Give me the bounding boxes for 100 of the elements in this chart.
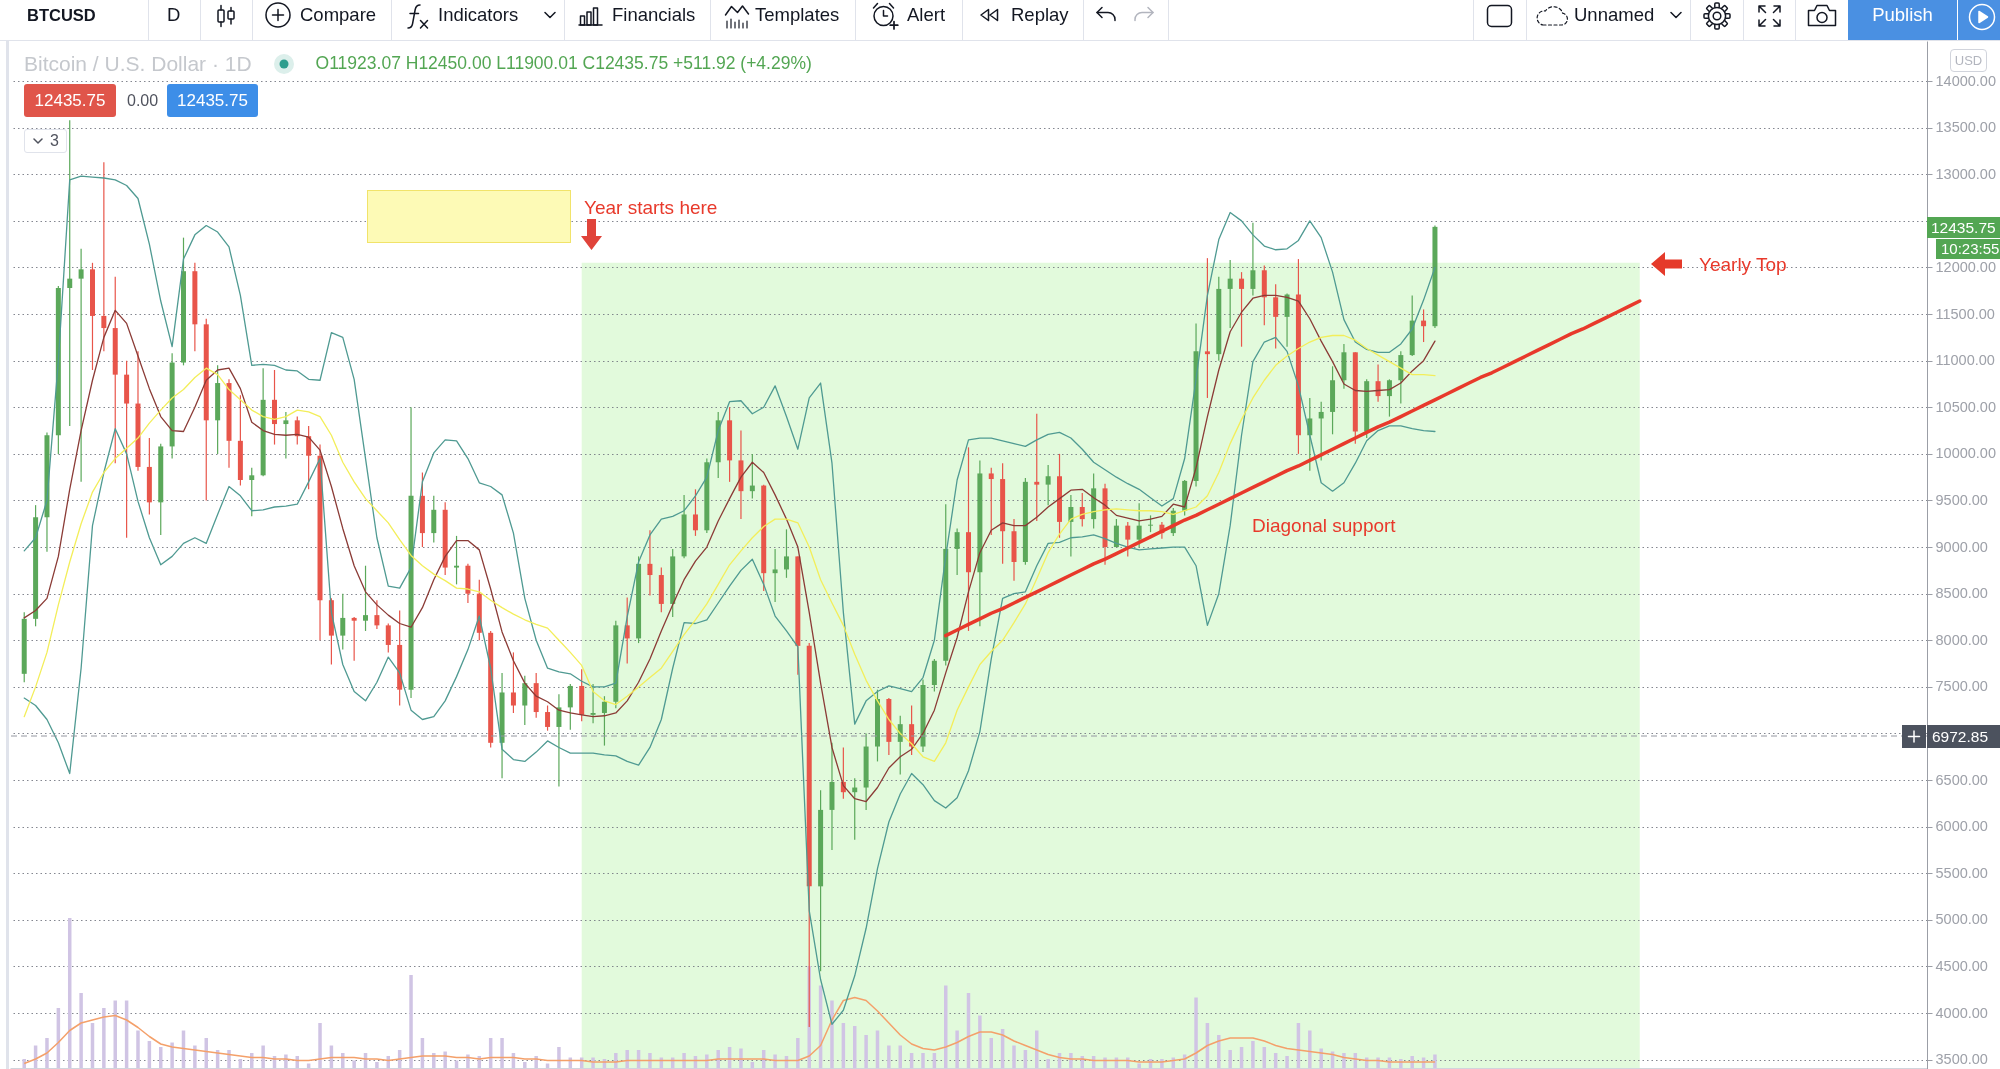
text: USD — [1950, 49, 1987, 72]
candlestick — [283, 411, 289, 460]
candlestick — [101, 161, 107, 352]
bar — [261, 1045, 265, 1068]
bar — [1285, 1056, 1289, 1068]
bar — [796, 1038, 800, 1068]
candlestick — [1227, 259, 1233, 329]
candlestick — [67, 119, 73, 427]
candlestick — [1273, 283, 1279, 350]
bar — [978, 1015, 982, 1068]
bar — [864, 1035, 868, 1068]
annotation: 12435.75 — [167, 84, 258, 117]
bar — [102, 1008, 106, 1068]
y-tick-label: 4500.00 — [1935, 957, 1988, 974]
bar — [705, 1054, 709, 1068]
bar — [318, 1023, 322, 1068]
candlestick — [1034, 413, 1040, 522]
y-tick-label: 6500.00 — [1935, 771, 1988, 788]
bar — [1103, 1057, 1107, 1068]
line-series — [23, 175, 1436, 725]
candlestick — [249, 467, 255, 517]
annotation: Year starts here — [584, 196, 718, 220]
candlestick — [374, 599, 380, 630]
bar — [170, 1042, 174, 1068]
bar — [45, 1038, 49, 1068]
candlestick — [454, 535, 460, 585]
bar — [557, 1047, 561, 1068]
candlestick — [1204, 257, 1210, 399]
candlestick — [601, 695, 607, 747]
bar — [1433, 1054, 1437, 1068]
bar — [1342, 1053, 1346, 1068]
candlestick — [340, 593, 346, 651]
bar — [921, 1053, 925, 1068]
text: Replay — [1011, 3, 1069, 27]
y-tick-label: 11500.00 — [1935, 305, 1995, 322]
y-tick-label: 10000.00 — [1935, 445, 1996, 462]
text: Templates — [755, 3, 840, 27]
annotation: 3 — [50, 131, 59, 151]
text: BTCUSD — [27, 5, 96, 26]
candlestick — [1318, 401, 1324, 461]
y-tick-label: 7500.00 — [1935, 678, 1988, 695]
y-tick-label: 5000.00 — [1935, 911, 1988, 928]
y-tick-label: 9000.00 — [1935, 538, 1988, 555]
text: D — [167, 3, 181, 27]
bar — [1194, 997, 1198, 1068]
line-series — [23, 336, 1436, 1025]
candlestick — [556, 693, 562, 788]
candlestick — [1375, 363, 1381, 403]
annotation: Diagonal support — [1252, 514, 1396, 538]
bar — [136, 1030, 140, 1068]
y-tick-label: 11000.00 — [1935, 352, 1995, 369]
candlestick — [1284, 292, 1290, 348]
annotation: 0.00 — [127, 91, 159, 111]
bar — [1035, 1030, 1039, 1068]
text: Indicators — [438, 3, 519, 27]
candlestick — [1113, 518, 1119, 548]
candlestick — [1250, 222, 1256, 297]
line-series — [944, 299, 1642, 638]
y-tick-label: 8500.00 — [1935, 585, 1988, 602]
text: Bitcoin / U.S. Dollar · 1D — [24, 51, 252, 76]
candlestick — [385, 622, 391, 653]
bar — [409, 975, 413, 1068]
y-tick-label: 4000.00 — [1935, 1004, 1988, 1021]
bar — [830, 1000, 834, 1068]
bar — [807, 966, 811, 1068]
text: Alert — [907, 3, 946, 27]
line-series — [23, 334, 1436, 763]
text: 10:23:55 — [1936, 239, 2000, 259]
candlestick — [78, 248, 84, 483]
bar — [466, 1054, 470, 1068]
bar — [250, 1053, 254, 1068]
bar — [1046, 1059, 1050, 1068]
candlestick — [431, 495, 437, 544]
bar — [500, 1038, 504, 1068]
y-tick-label: 12000.00 — [1935, 258, 1996, 275]
candlestick — [1239, 271, 1245, 348]
bar — [1228, 1050, 1232, 1068]
text: 12435.75 — [1927, 217, 2000, 238]
y-tick-label: 9500.00 — [1935, 491, 1988, 508]
candlestick — [306, 425, 312, 490]
candlestick — [988, 467, 994, 536]
y-tick-label: 13000.00 — [1935, 165, 1996, 182]
bar — [22, 1059, 26, 1068]
bar — [193, 1045, 197, 1068]
candlestick — [363, 565, 369, 632]
bar — [352, 1060, 356, 1068]
bar — [113, 1000, 117, 1068]
candlestick — [567, 683, 573, 731]
candlestick — [510, 651, 516, 714]
y-tick-label: 3500.00 — [1935, 1051, 1988, 1068]
line-series — [23, 294, 1436, 803]
bar — [1319, 1048, 1323, 1068]
candlestick — [954, 527, 960, 576]
candlestick — [1136, 502, 1142, 548]
candlestick — [1125, 521, 1131, 557]
bar — [523, 1062, 527, 1068]
candlestick — [1045, 464, 1051, 506]
bar — [341, 1053, 345, 1068]
bar — [955, 1030, 959, 1068]
y-tick-label: 8000.00 — [1935, 631, 1988, 648]
